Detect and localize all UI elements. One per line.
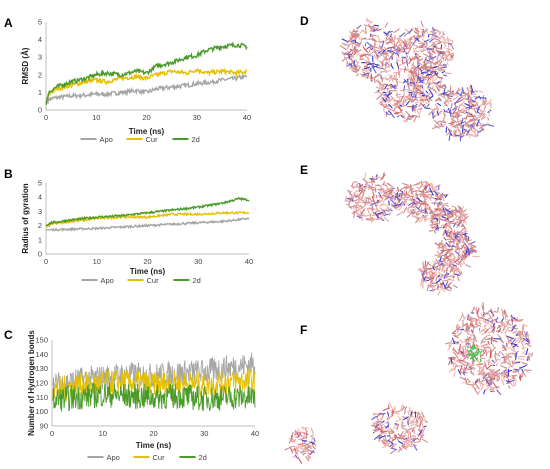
- series-line-apo: [46, 216, 250, 233]
- series-line-2d: [45, 196, 250, 227]
- legend-label-2d: 2d: [192, 135, 200, 144]
- y-tick-label: 0: [38, 106, 42, 115]
- y-tick-label: 120: [35, 379, 48, 388]
- x-axis-label: Time (ns): [130, 267, 166, 276]
- x-tick-label: 10: [92, 113, 100, 122]
- y-axis-label: RMSD (Å): [21, 47, 30, 84]
- y-tick-label: 5: [38, 179, 42, 188]
- y-axis-label: Radius of gyration: [21, 183, 30, 253]
- x-tick-label: 30: [193, 113, 201, 122]
- x-tick-label: 10: [99, 429, 107, 438]
- y-tick-label: 5: [38, 18, 42, 27]
- legend-label-apo: Apo: [101, 276, 114, 285]
- x-tick-label: 40: [251, 429, 259, 438]
- panel-letter-e: E: [300, 163, 309, 177]
- panel-letter-f: F: [300, 323, 308, 337]
- x-tick-label: 20: [143, 257, 151, 266]
- x-tick-label: 20: [142, 113, 150, 122]
- legend-label-apo: Apo: [100, 135, 113, 144]
- series-line-cur: [51, 368, 256, 402]
- y-tick-label: 130: [35, 364, 48, 373]
- x-tick-label: 0: [50, 429, 54, 438]
- series-line-cur: [45, 210, 250, 228]
- legend-label-cur: Cur: [146, 135, 159, 144]
- x-axis-label: Time (ns): [129, 127, 165, 136]
- y-tick-label: 3: [38, 53, 42, 62]
- x-tick-label: 0: [44, 113, 48, 122]
- x-tick-label: 30: [200, 429, 208, 438]
- panel-letter-c: C: [4, 328, 13, 342]
- series-line-cur: [45, 67, 248, 105]
- legend-label-apo: Apo: [107, 453, 120, 462]
- legend-label-cur: Cur: [147, 276, 160, 285]
- series-line-apo: [45, 73, 248, 106]
- panel-letter-d: D: [300, 14, 309, 28]
- series-line-2d: [45, 41, 248, 105]
- y-tick-label: 150: [35, 336, 48, 345]
- y-tick-label: 90: [40, 422, 48, 431]
- chart-c: 90 100 110 120 130 140 150 0 10 20 30 40 Time (ns) Nu…: [27, 330, 259, 462]
- y-tick-label: 100: [35, 407, 48, 416]
- chart-a: 0 1 2 3 4 5 0 10 20 30 40 Time (ns) RMSD (Å) Apo Cur 2d: [21, 18, 251, 145]
- y-tick-label: 1: [38, 88, 42, 97]
- y-tick-label: 2: [38, 221, 42, 230]
- x-tick-label: 20: [149, 429, 157, 438]
- y-tick-label: 1: [38, 235, 42, 244]
- x-tick-label: 40: [245, 257, 253, 266]
- y-axis-label: Number of Hydrogen bonds: [27, 330, 36, 436]
- x-tick-label: 10: [93, 257, 101, 266]
- y-tick-label: 110: [36, 393, 48, 402]
- y-tick-label: 140: [35, 350, 48, 359]
- y-tick-label: 4: [38, 35, 42, 44]
- legend-label-cur: Cur: [153, 453, 166, 462]
- x-tick-label: 30: [194, 257, 202, 266]
- y-tick-label: 4: [38, 193, 42, 202]
- x-tick-label: 40: [243, 113, 251, 122]
- y-tick-label: 3: [38, 207, 42, 216]
- panel-letter-b: B: [4, 167, 13, 181]
- chart-b: 0 1 2 3 4 5 0 10 20 30 40 Time (ns) Radius of gyrati…: [21, 179, 253, 286]
- x-axis-label: Time (ns): [136, 441, 172, 450]
- x-tick-label: 0: [44, 257, 48, 266]
- legend-label-2d: 2d: [199, 453, 207, 462]
- series-line-2d: [51, 382, 256, 412]
- legend-label-2d: 2d: [193, 276, 201, 285]
- y-tick-label: 2: [38, 70, 42, 79]
- y-tick-label: 0: [38, 250, 42, 259]
- panel-letter-a: A: [4, 16, 13, 30]
